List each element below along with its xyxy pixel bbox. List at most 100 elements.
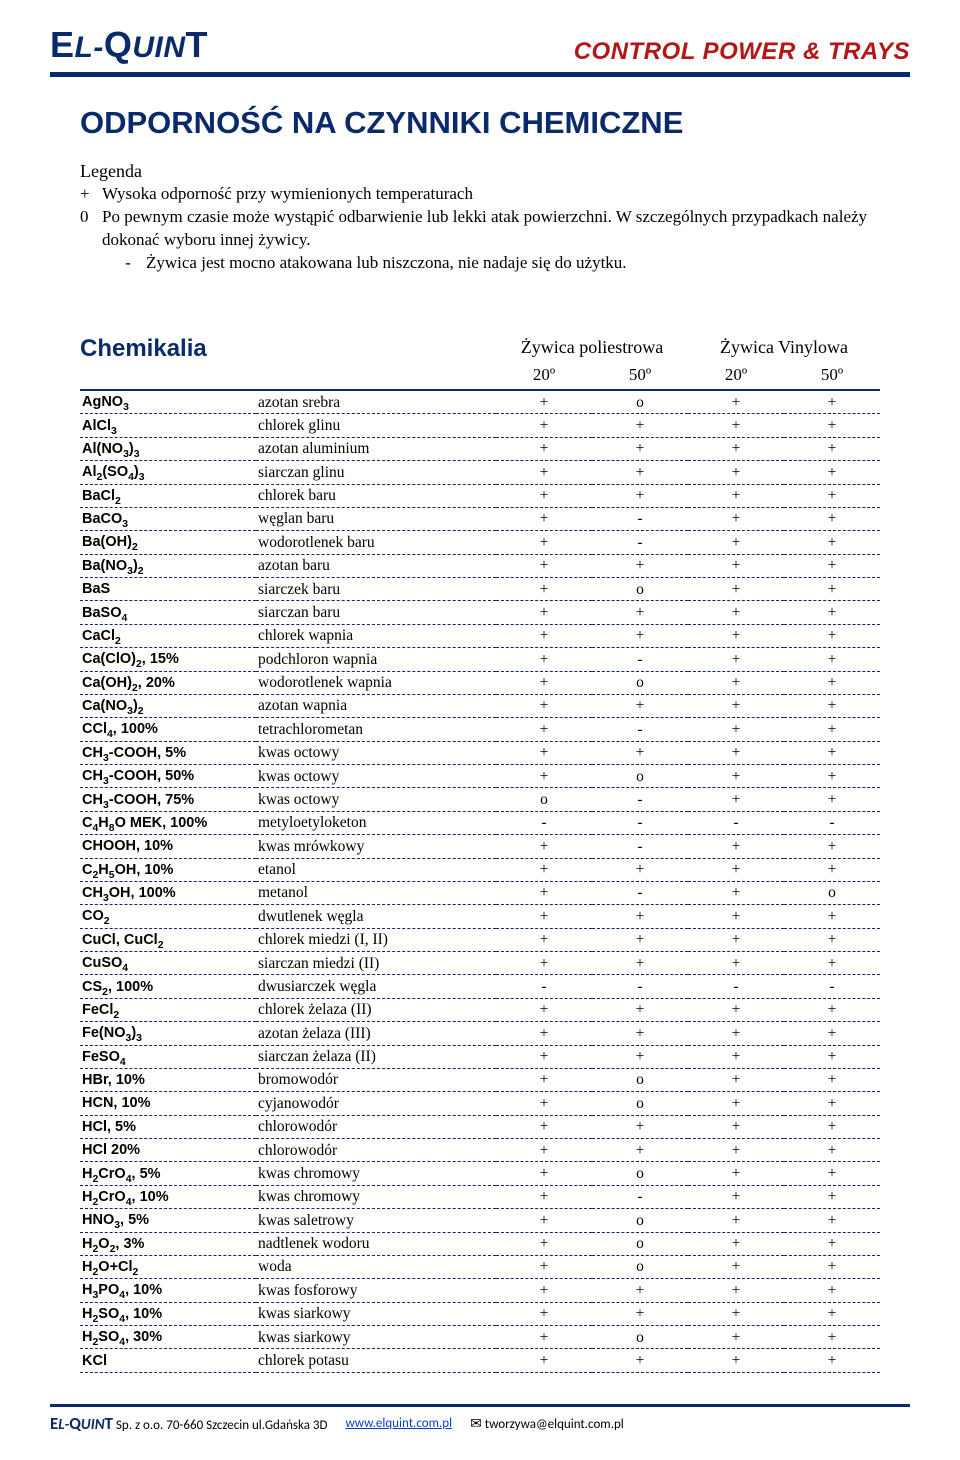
- table-row: Ca(ClO)2, 15%podchloron wapnia+-++: [80, 648, 880, 671]
- resistance-value: +: [784, 1022, 880, 1045]
- chemical-name: siarczan żelaza (II): [256, 1045, 496, 1068]
- resistance-value: +: [784, 1092, 880, 1115]
- resistance-value: +: [688, 765, 784, 788]
- resistance-value: +: [784, 624, 880, 647]
- table-row: CS2, 100%dwusiarczek węgla----: [80, 975, 880, 998]
- resistance-value: +: [688, 1115, 784, 1138]
- chemical-formula: Ba(NO3)2: [80, 554, 256, 577]
- resistance-value: +: [496, 1092, 592, 1115]
- resistance-value: +: [496, 1045, 592, 1068]
- chemical-formula: CH3-COOH, 50%: [80, 765, 256, 788]
- resistance-value: -: [496, 811, 592, 834]
- resistance-value: +: [784, 554, 880, 577]
- resistance-value: -: [496, 975, 592, 998]
- resistance-value: +: [496, 1349, 592, 1372]
- chemical-name: chlorek miedzi (I, II): [256, 928, 496, 951]
- resistance-value: +: [592, 1302, 688, 1325]
- table-row: BaCO3węglan baru+-++: [80, 507, 880, 530]
- chemical-formula: CuSO4: [80, 952, 256, 975]
- brand-logo: EL-QUINT: [50, 24, 208, 66]
- resistance-value: +: [688, 858, 784, 881]
- resistance-value: +: [784, 718, 880, 741]
- temp-header: 50º: [784, 363, 880, 390]
- table-row: C2H5OH, 10%etanol++++: [80, 858, 880, 881]
- resistance-value: +: [784, 601, 880, 624]
- legend-text: Wysoka odporność przy wymienionych tempe…: [102, 183, 473, 206]
- table-row: HBr, 10%bromowodór+o++: [80, 1068, 880, 1091]
- chemical-formula: H2SO4, 30%: [80, 1326, 256, 1349]
- resistance-value: +: [784, 835, 880, 858]
- resistance-value: o: [592, 578, 688, 601]
- table-row: HCl, 5%chlorowodór++++: [80, 1115, 880, 1138]
- chemical-formula: Al2(SO4)3: [80, 461, 256, 484]
- table-row: CaCl2chlorek wapnia++++: [80, 624, 880, 647]
- resistance-value: +: [688, 741, 784, 764]
- resistance-value: +: [784, 1302, 880, 1325]
- resistance-value: +: [592, 484, 688, 507]
- chemical-name: tetrachlorometan: [256, 718, 496, 741]
- table-row: FeSO4siarczan żelaza (II)++++: [80, 1045, 880, 1068]
- table-row: HNO3, 5%kwas saletrowy+o++: [80, 1209, 880, 1232]
- chemical-formula: CS2, 100%: [80, 975, 256, 998]
- legend-item: + Wysoka odporność przy wymienionych tem…: [80, 183, 880, 206]
- resistance-value: -: [592, 718, 688, 741]
- resistance-value: +: [688, 507, 784, 530]
- header-rule: [50, 72, 910, 77]
- resistance-value: +: [592, 1279, 688, 1302]
- resistance-value: +: [496, 531, 592, 554]
- table-row: HCN, 10%cyjanowodór+o++: [80, 1092, 880, 1115]
- chemical-formula: H2SO4, 10%: [80, 1302, 256, 1325]
- resistance-value: +: [784, 437, 880, 460]
- footer-email: tworzywa@elquint.com.pl: [485, 1417, 624, 1432]
- resistance-value: +: [688, 905, 784, 928]
- resistance-value: +: [784, 461, 880, 484]
- table-row: H2CrO4, 10%kwas chromowy+-++: [80, 1185, 880, 1208]
- chemical-formula: AlCl3: [80, 414, 256, 437]
- footer-company: Sp. z o.o. 70-660 Szczecin ul.Gdańska 3D: [116, 1418, 328, 1433]
- resistance-value: +: [592, 624, 688, 647]
- table-row: AgNO3azotan srebra+o++: [80, 390, 880, 414]
- resistance-value: +: [496, 998, 592, 1021]
- chemical-formula: CaCl2: [80, 624, 256, 647]
- brand-tagline: CONTROL POWER & TRAYS: [574, 38, 910, 66]
- chemical-name: kwas fosforowy: [256, 1279, 496, 1302]
- resistance-value: +: [784, 414, 880, 437]
- chemical-name: kwas mrówkowy: [256, 835, 496, 858]
- resistance-value: +: [496, 414, 592, 437]
- footer-url[interactable]: www.elquint.com.pl: [345, 1416, 452, 1431]
- resistance-value: +: [592, 694, 688, 717]
- resistance-value: +: [688, 484, 784, 507]
- resistance-value: +: [592, 1139, 688, 1162]
- chemical-formula: BaCl2: [80, 484, 256, 507]
- resistance-value: +: [688, 1279, 784, 1302]
- resistance-value: +: [688, 1139, 784, 1162]
- resistance-value: +: [688, 1209, 784, 1232]
- table-row: Fe(NO3)3azotan żelaza (III)++++: [80, 1022, 880, 1045]
- chemical-formula: BaCO3: [80, 507, 256, 530]
- table-row: BaCl2chlorek baru++++: [80, 484, 880, 507]
- header: EL-QUINT CONTROL POWER & TRAYS: [50, 24, 910, 66]
- resistance-value: +: [496, 601, 592, 624]
- chemical-name: etanol: [256, 858, 496, 881]
- resistance-value: +: [784, 952, 880, 975]
- resistance-value: +: [688, 461, 784, 484]
- table-row: Al(NO3)3azotan aluminium++++: [80, 437, 880, 460]
- chemical-name: metyloetyloketon: [256, 811, 496, 834]
- chemical-formula: Ba(OH)2: [80, 531, 256, 554]
- resistance-value: +: [496, 461, 592, 484]
- table-row: Al2(SO4)3siarczan glinu++++: [80, 461, 880, 484]
- legend-symbol: -: [110, 252, 146, 275]
- chemical-formula: AgNO3: [80, 390, 256, 414]
- resistance-value: +: [784, 1279, 880, 1302]
- legend-item: 0 Po pewnym czasie może wystąpić odbarwi…: [80, 206, 880, 252]
- temp-header: 50º: [592, 363, 688, 390]
- envelope-icon: ✉: [470, 1415, 482, 1432]
- chemical-formula: C4H8O MEK, 100%: [80, 811, 256, 834]
- resistance-value: +: [688, 414, 784, 437]
- resistance-value: o: [592, 1068, 688, 1091]
- resistance-value: o: [496, 788, 592, 811]
- resistance-value: +: [784, 1349, 880, 1372]
- chemical-formula: Ca(NO3)2: [80, 694, 256, 717]
- resistance-value: +: [688, 1232, 784, 1255]
- chemical-name: kwas chromowy: [256, 1162, 496, 1185]
